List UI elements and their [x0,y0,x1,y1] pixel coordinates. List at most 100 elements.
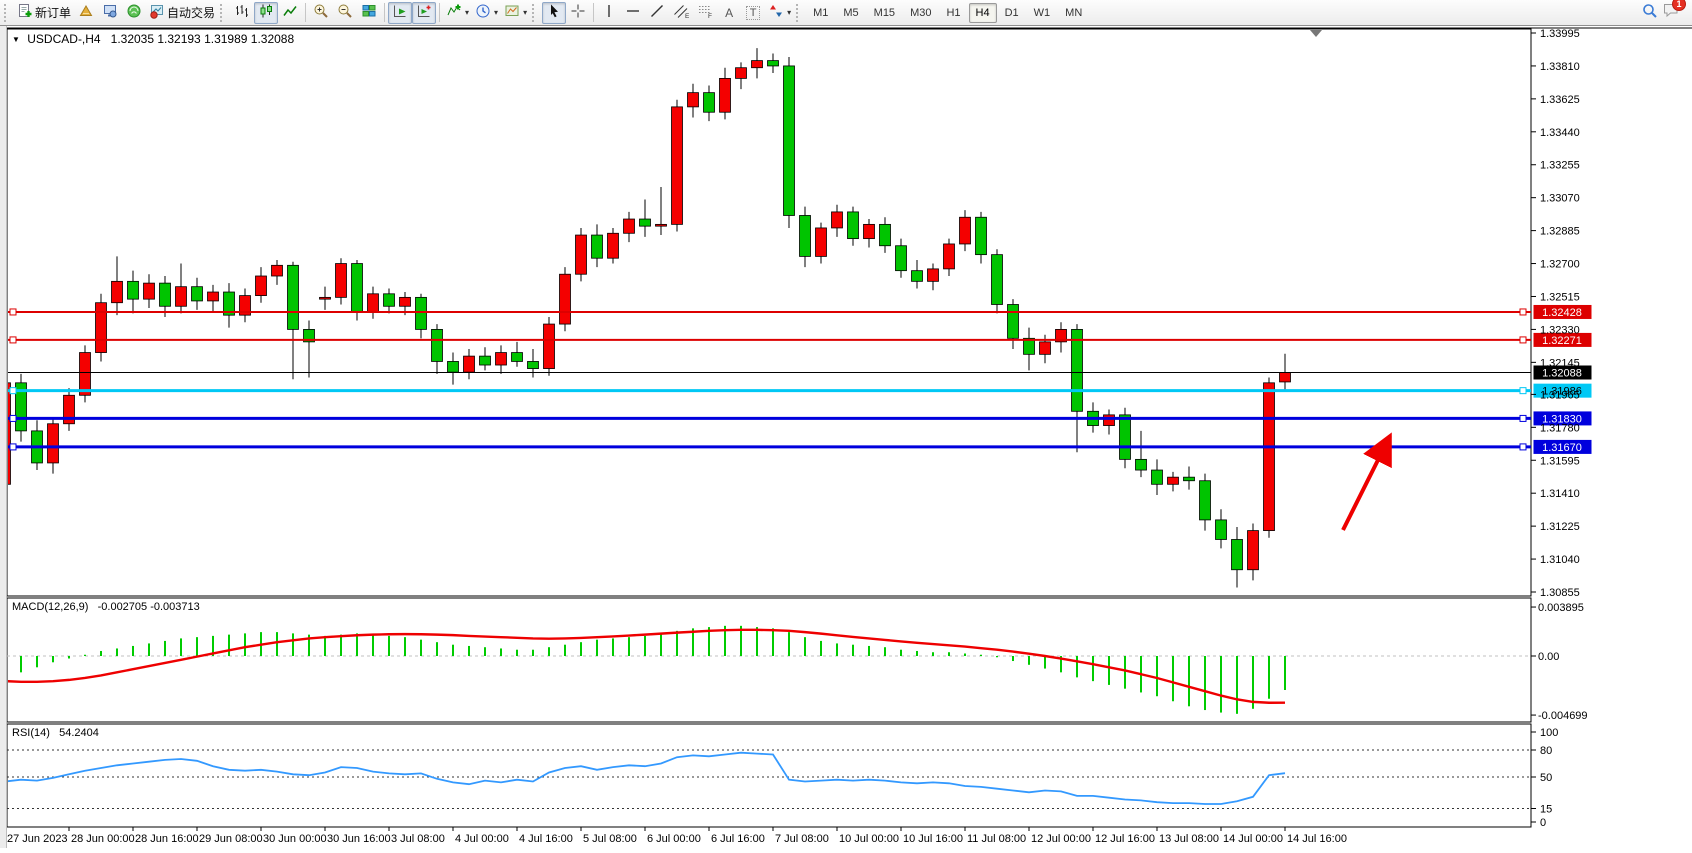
chart-shift-icon [416,3,432,22]
cursor-arrow-icon [546,3,562,22]
svg-text:100: 100 [1540,727,1558,739]
zoom-in-button[interactable] [309,2,333,24]
chart-shift-button[interactable] [412,1,437,24]
search-button[interactable] [1638,2,1662,24]
chart-dropdown-icon[interactable]: ▼ [12,35,20,44]
autotrade-label: 自动交易 [167,6,216,20]
text-button[interactable]: A [717,2,741,24]
svg-text:1.31040: 1.31040 [1540,554,1580,566]
equidistant-channel-button[interactable]: E [669,2,693,24]
tile-windows-button[interactable] [357,2,381,24]
svg-text:7 Jul 08:00: 7 Jul 08:00 [775,833,829,845]
zoom-out-button[interactable] [333,2,357,24]
svg-text:1.31780: 1.31780 [1540,422,1580,434]
fibo-letter: F [708,13,712,19]
dropdown-caret: ▾ [523,8,528,17]
svg-text:14 Jul 00:00: 14 Jul 00:00 [1223,833,1283,845]
channel-icon: E [673,3,690,22]
svg-text:80: 80 [1540,745,1552,757]
timeframe-M5[interactable]: M5 [836,3,865,23]
timeframe-group: M1 M5 M15 M30 H1 H4 D1 W1 MN [806,2,1089,23]
timeframe-D1[interactable]: D1 [998,3,1026,23]
quotes-button[interactable] [74,2,98,24]
gold-cone-icon [78,3,94,22]
rsi-indicator-label: RSI(14) 54.2404 [12,727,99,739]
svg-text:1.31670: 1.31670 [1542,442,1582,454]
svg-text:50: 50 [1540,772,1552,784]
new-order-label: 新订单 [35,6,72,20]
arrows-button[interactable]: ▾ [765,2,794,24]
svg-text:12 Jul 16:00: 12 Jul 16:00 [1095,833,1155,845]
vertical-line-icon [601,3,617,22]
group-grip [796,3,803,22]
indicators-icon [446,3,462,22]
auto-scroll-button[interactable] [388,1,413,24]
fibonacci-icon: F [697,3,713,22]
terminal-button[interactable] [98,2,122,24]
timeframe-M1[interactable]: M1 [806,3,835,23]
zoom-in-icon [313,3,329,22]
crosshair-button[interactable] [566,2,590,24]
rsi-value: 54.2404 [59,727,99,739]
bar-chart-icon [234,3,250,22]
notifications-button[interactable]: 1 [1662,0,1686,24]
svg-text:1.32088: 1.32088 [1542,367,1582,379]
candle-chart-button[interactable] [254,1,279,24]
svg-text:6 Jul 00:00: 6 Jul 00:00 [647,833,701,845]
svg-text:1.32271: 1.32271 [1542,335,1582,347]
timeframe-H1[interactable]: H1 [939,3,967,23]
search-icon [1642,3,1658,22]
signal-button[interactable] [122,2,146,24]
chart-title: ▼ USDCAD-,H4 1.32035 1.32193 1.31989 1.3… [12,32,294,46]
notification-badge: 1 [1672,0,1686,11]
new-order-button[interactable]: 新订单 [14,2,74,24]
text-a-icon: A [725,5,734,20]
svg-text:30 Jun 16:00: 30 Jun 16:00 [327,833,391,845]
svg-text:11 Jul 08:00: 11 Jul 08:00 [967,833,1026,845]
svg-text:1.32145: 1.32145 [1540,357,1580,369]
fibonacci-button[interactable]: F [693,2,717,24]
periods-button[interactable]: ▾ [472,2,501,24]
bar-chart-button[interactable] [230,2,254,24]
cursor-button[interactable] [542,1,567,24]
main-toolbar: 新订单 自动交易 [0,0,1692,26]
horizontal-line-button[interactable] [621,2,645,24]
svg-text:1.33995: 1.33995 [1540,28,1580,40]
macd-name: MACD(12,26,9) [12,601,89,613]
line-chart-button[interactable] [278,2,302,24]
crosshair-icon [570,3,586,22]
template-icon [504,3,520,22]
indicators-button[interactable]: ▾ [443,2,472,24]
separator [593,3,595,22]
vertical-line-button[interactable] [597,2,621,24]
svg-text:1.32515: 1.32515 [1540,291,1580,303]
window-left-edge [0,26,7,848]
clock-icon [475,3,491,22]
svg-text:1.33810: 1.33810 [1540,61,1580,73]
svg-text:1.32885: 1.32885 [1540,226,1580,238]
tile-windows-icon [361,3,377,22]
autotrade-button[interactable]: 自动交易 [146,2,218,24]
dropdown-caret: ▾ [787,8,792,17]
candle-chart-icon [258,3,274,22]
text-label-button[interactable]: T [741,2,765,24]
svg-text:0: 0 [1540,817,1546,829]
separator [384,3,386,22]
svg-text:-0.004699: -0.004699 [1538,710,1588,722]
rsi-name: RSI(14) [12,727,50,739]
svg-text:6 Jul 16:00: 6 Jul 16:00 [711,833,765,845]
timeframe-MN[interactable]: MN [1058,3,1089,23]
price-chart-canvas[interactable]: 1.32428 1.32271 1.32088 1.31986 1.31830 1.316… [0,26,1692,848]
svg-text:14 Jul 16:00: 14 Jul 16:00 [1287,833,1347,845]
svg-text:1.30855: 1.30855 [1540,587,1580,599]
timeframe-M15[interactable]: M15 [867,3,902,23]
timeframe-H4[interactable]: H4 [968,2,997,23]
timeframe-W1[interactable]: W1 [1027,3,1058,23]
trendline-button[interactable] [645,2,669,24]
templates-button[interactable]: ▾ [501,2,530,24]
svg-text:1.33440: 1.33440 [1540,127,1580,139]
timeframe-M30[interactable]: M30 [903,3,938,23]
autotrade-icon [149,3,165,22]
line-chart-icon [282,3,298,22]
zoom-out-icon [337,3,353,22]
